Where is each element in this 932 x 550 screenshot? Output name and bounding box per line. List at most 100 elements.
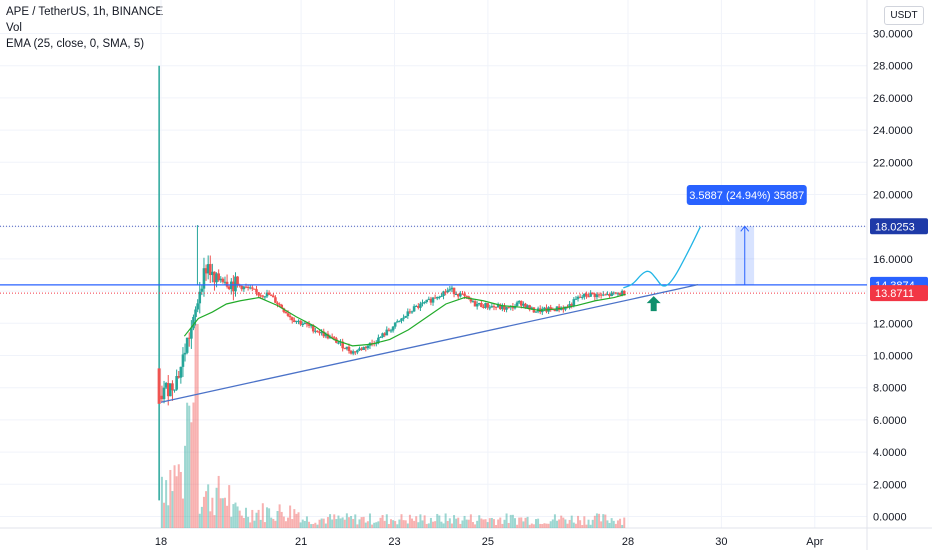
candle-body <box>404 316 408 318</box>
candle-body <box>175 376 178 390</box>
volume-bar <box>362 516 365 528</box>
candle-body <box>183 352 187 355</box>
volume-bar <box>268 508 271 528</box>
volume-bar <box>497 519 500 528</box>
candle-body <box>543 307 546 309</box>
price-tick-label: 22.0000 <box>873 157 913 169</box>
candle-body <box>255 289 258 293</box>
candle-body <box>259 295 263 297</box>
volume-bar <box>360 517 363 528</box>
candle-body <box>475 303 479 307</box>
candle-body <box>272 295 275 298</box>
currency-button[interactable]: USDT <box>884 6 924 25</box>
candle-body <box>215 273 218 283</box>
volume-bar <box>179 471 182 528</box>
candle-body <box>202 268 206 289</box>
candle-body <box>198 291 202 304</box>
candle-body <box>400 318 403 321</box>
volume-bar <box>419 514 422 528</box>
volume-bar <box>602 514 605 528</box>
volume-bar <box>270 517 273 528</box>
volume-bar <box>589 524 592 528</box>
chart-legend: APE / TetherUS, 1h, BINANCE Vol EMA (25,… <box>6 4 163 52</box>
candle-body <box>450 287 454 290</box>
volume-bar <box>522 521 525 528</box>
volume-bar <box>436 513 439 528</box>
candle-body <box>232 281 235 292</box>
volume-bar <box>444 513 447 528</box>
candle-body <box>463 293 466 296</box>
candle-body <box>253 288 256 290</box>
volume-bar <box>177 464 180 528</box>
candle-body <box>303 322 307 325</box>
volume-bar <box>354 514 357 528</box>
candle-body <box>616 293 620 295</box>
volume-bar <box>394 521 397 528</box>
volume-bar <box>259 519 262 528</box>
volume-bar <box>621 524 624 528</box>
candle-body <box>459 293 462 297</box>
volume-indicator-label[interactable]: Vol <box>6 22 22 34</box>
volume-bar <box>553 514 556 528</box>
candle-body <box>171 383 174 391</box>
candle-body <box>274 297 277 303</box>
volume-bar <box>516 524 519 528</box>
candle-body <box>482 306 485 308</box>
ema-indicator-label[interactable]: EMA (25, close, 0, SMA, 5) <box>6 38 145 50</box>
volume-bar <box>463 515 466 528</box>
candle-body <box>196 303 199 310</box>
volume-bar <box>453 515 456 528</box>
volume-bar <box>545 523 548 528</box>
volume-bar <box>200 506 203 528</box>
candle-body <box>320 331 323 334</box>
volume-bar <box>358 519 361 528</box>
candle-body <box>473 301 477 307</box>
volume-bar <box>188 405 191 528</box>
candle-body <box>246 287 250 289</box>
volume-bar <box>368 513 371 528</box>
candle-body <box>213 271 216 283</box>
volume-bar <box>175 476 178 528</box>
volume-bar <box>333 514 336 528</box>
volume-bar <box>564 519 567 528</box>
price-tick-label: 0.0000 <box>873 512 907 524</box>
volume-bar <box>284 521 287 528</box>
volume-bar <box>192 402 195 528</box>
volume-bar <box>486 522 489 528</box>
symbol-title[interactable]: APE / TetherUS, 1h, BINANCE <box>6 6 164 18</box>
time-tick-label: 28 <box>622 536 634 548</box>
candle-body <box>157 368 161 404</box>
volume-bar <box>347 517 350 528</box>
volume-bar <box>438 515 441 528</box>
candle-body <box>381 333 384 338</box>
volume-bar <box>280 511 283 528</box>
candle-body <box>250 287 254 289</box>
volume-bar <box>474 524 477 528</box>
volume-bar <box>238 510 241 528</box>
candle-body <box>208 264 212 276</box>
candle-body <box>307 324 311 326</box>
volume-bar <box>398 519 401 528</box>
volume-bar <box>215 487 218 528</box>
volume-bar <box>375 522 378 528</box>
volume-bar <box>202 496 205 528</box>
volume-bar <box>480 518 483 528</box>
candle-body <box>423 302 426 304</box>
candle-body <box>406 311 410 317</box>
volume-bar <box>196 324 199 528</box>
volume-bar <box>509 514 512 528</box>
volume-bar <box>492 519 495 528</box>
volume-bar <box>295 513 298 528</box>
candle-body <box>351 351 355 354</box>
candle-body <box>383 333 386 336</box>
candle-body <box>374 343 378 345</box>
candle-body <box>223 281 227 283</box>
volume-bar <box>619 518 622 528</box>
time-tick-label: 30 <box>715 536 727 548</box>
candle-body <box>444 291 447 293</box>
candle-body <box>580 296 584 298</box>
volume-bar <box>404 520 407 528</box>
volume-bar <box>324 523 327 528</box>
volume-bar <box>417 522 420 528</box>
